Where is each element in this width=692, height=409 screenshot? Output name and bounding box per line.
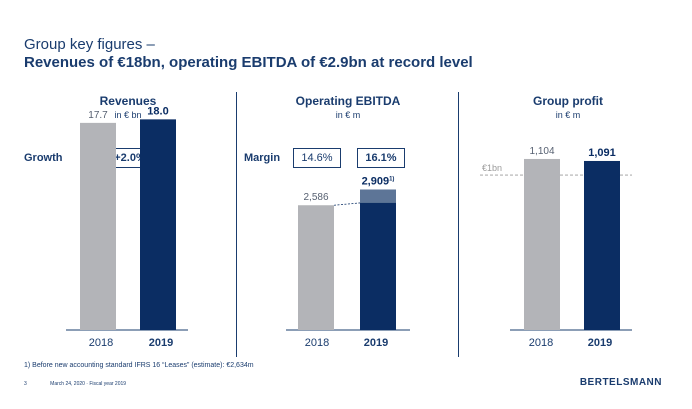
bar-2018 xyxy=(524,158,560,330)
growth-label: Growth xyxy=(24,152,63,164)
bar-2019 xyxy=(140,119,176,331)
slide-title-line1: Group key figures – xyxy=(24,36,155,53)
category-label: 2019 xyxy=(149,337,173,349)
value-label: 1,091 xyxy=(588,147,616,159)
footer-meta: 3 March 24, 2020 · Fiscal year 2019 xyxy=(24,381,148,387)
page-number: 3 xyxy=(24,381,27,387)
value-label: 18.0 xyxy=(147,105,168,117)
revenues-panel-title: Revenues xyxy=(99,94,157,108)
category-label: 2018 xyxy=(529,337,553,349)
ebitda-panel-title: Operating EBITDA xyxy=(295,94,401,108)
category-label: 2019 xyxy=(588,337,612,349)
category-label: 2018 xyxy=(305,337,329,349)
value-label: 2,586 xyxy=(303,192,328,203)
value-label: 1,104 xyxy=(529,146,554,157)
bertelsmann-logo: BERTELSMANN xyxy=(579,377,662,388)
revenues-panel-unit: in € bn xyxy=(114,110,142,120)
value-label: 17.7 xyxy=(88,110,108,121)
bar-2018 xyxy=(298,205,334,330)
panel-divider xyxy=(236,92,237,357)
bar-increment-segment xyxy=(360,189,396,203)
margin-label: Margin xyxy=(244,152,281,164)
group-profit-panel-unit: in € m xyxy=(555,110,581,120)
group-profit-panel-title: Group profit xyxy=(533,94,603,108)
slide-title-line2: Revenues of €18bn, operating EBITDA of €… xyxy=(24,54,473,71)
bar-2019 xyxy=(360,189,396,330)
ebitda-panel-unit: in € m xyxy=(335,110,361,120)
bar-2019 xyxy=(584,160,620,330)
connector-line xyxy=(333,202,361,206)
margin-2018-box: 14.6% xyxy=(293,148,341,168)
reference-line-label: €1bn xyxy=(482,163,502,173)
category-label: 2018 xyxy=(89,337,113,349)
bar-2018 xyxy=(80,122,116,330)
panel-divider xyxy=(458,92,459,357)
footer-date: March 24, 2020 · Fiscal year 2019 xyxy=(50,381,127,387)
footnote: 1) Before new accounting standard IFRS 1… xyxy=(24,362,254,369)
category-label: 2019 xyxy=(364,337,388,349)
value-label: 2,9091) xyxy=(362,176,395,188)
margin-2019-box: 16.1% xyxy=(357,148,405,168)
